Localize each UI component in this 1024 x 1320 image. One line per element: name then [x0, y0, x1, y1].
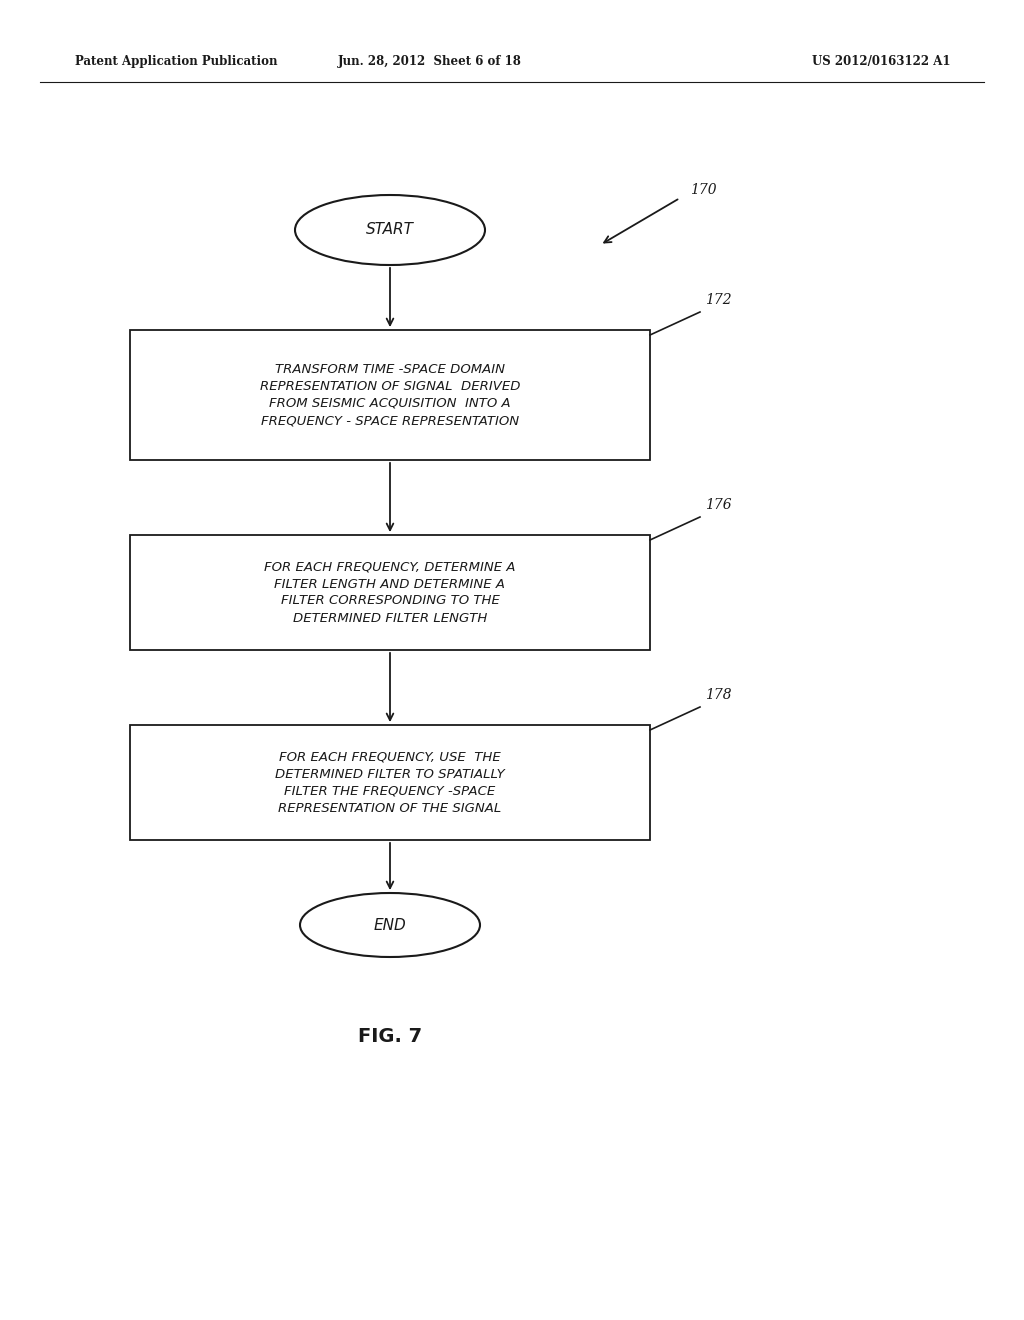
Text: 176: 176: [705, 498, 731, 512]
Text: 170: 170: [690, 183, 717, 197]
Text: END: END: [374, 917, 407, 932]
Text: Jun. 28, 2012  Sheet 6 of 18: Jun. 28, 2012 Sheet 6 of 18: [338, 55, 522, 69]
Text: TRANSFORM TIME -SPACE DOMAIN
REPRESENTATION OF SIGNAL  DERIVED
FROM SEISMIC ACQU: TRANSFORM TIME -SPACE DOMAIN REPRESENTAT…: [260, 363, 520, 426]
FancyBboxPatch shape: [130, 725, 650, 840]
Text: START: START: [366, 223, 414, 238]
FancyBboxPatch shape: [130, 535, 650, 649]
Text: 178: 178: [705, 688, 731, 702]
Text: FIG. 7: FIG. 7: [358, 1027, 422, 1047]
Text: 172: 172: [705, 293, 731, 308]
Text: Patent Application Publication: Patent Application Publication: [75, 55, 278, 69]
Text: US 2012/0163122 A1: US 2012/0163122 A1: [811, 55, 950, 69]
Text: FOR EACH FREQUENCY, DETERMINE A
FILTER LENGTH AND DETERMINE A
FILTER CORRESPONDI: FOR EACH FREQUENCY, DETERMINE A FILTER L…: [264, 561, 516, 624]
Text: FOR EACH FREQUENCY, USE  THE
DETERMINED FILTER TO SPATIALLY
FILTER THE FREQUENCY: FOR EACH FREQUENCY, USE THE DETERMINED F…: [275, 751, 505, 814]
FancyBboxPatch shape: [130, 330, 650, 459]
